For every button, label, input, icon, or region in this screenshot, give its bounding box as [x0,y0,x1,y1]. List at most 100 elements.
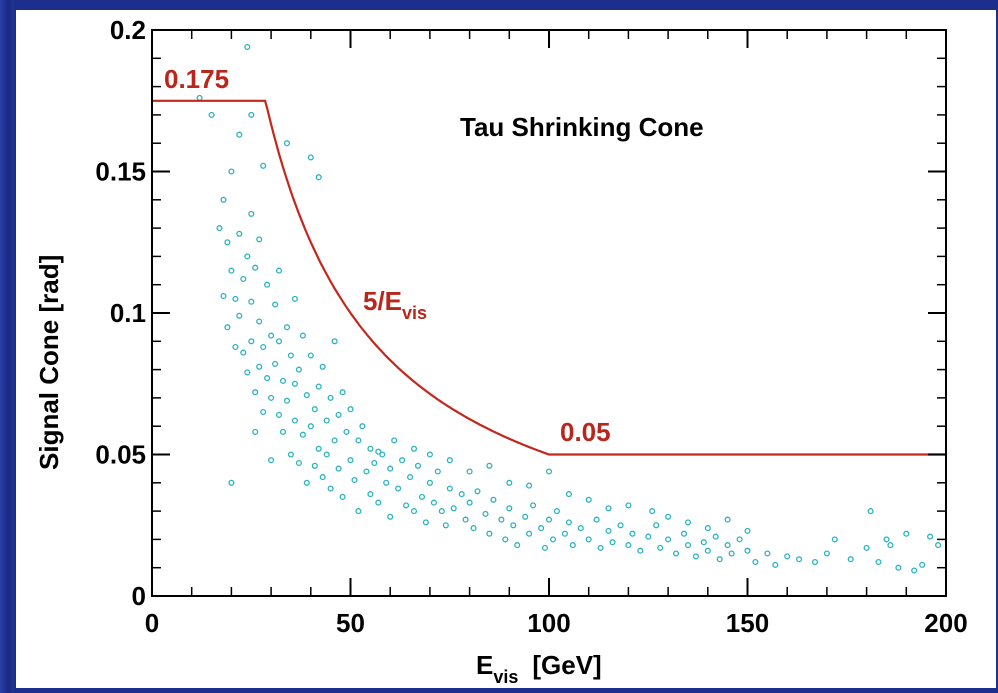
data-point [363,468,370,475]
data-point [287,352,294,359]
data-point [228,168,235,175]
data-point [367,491,374,498]
data-point [256,236,263,243]
data-point [287,451,294,458]
data-point [784,553,791,560]
data-point [303,479,310,486]
data-point [355,508,362,515]
data-point [597,544,604,551]
data-point [577,525,584,532]
data-point [387,513,394,520]
data-point [236,131,243,138]
data-point [295,459,302,467]
data-point [430,499,437,506]
data-point [561,530,568,537]
data-point [307,352,314,359]
data-point [593,516,600,523]
left-border-stripe [0,0,14,693]
data-point [498,516,505,523]
data-point [692,553,699,560]
data-point [609,539,616,546]
data-point [264,375,271,382]
data-point [248,298,255,305]
data-point [295,366,302,373]
data-point [268,457,275,464]
data-point [347,406,354,413]
data-point [375,499,382,506]
data-point [307,154,314,161]
data-point [704,547,711,554]
data-point [315,383,322,390]
data-point [617,522,624,529]
data-point [426,479,433,486]
cone-curve [152,99,946,456]
data-point [538,525,545,532]
data-point [232,343,239,351]
data-point [863,544,870,551]
data-point [522,513,529,520]
data-point [220,196,227,203]
data-point [327,485,334,492]
data-point [458,491,465,498]
data-point [355,437,362,444]
data-point [585,536,592,543]
data-point [283,397,291,404]
data-point [291,380,298,387]
data-point [466,468,473,475]
data-point [351,476,358,484]
axis-ticks: 0 50 100 150 200 0 0.05 0.1 0.15 0.2 [95,15,967,638]
data-point [307,423,314,430]
data-point [490,496,497,503]
data-point [867,508,874,515]
data-point [395,485,402,492]
data-point [811,558,819,566]
data-point [649,508,656,515]
data-point [625,502,632,509]
data-point [260,408,267,416]
data-point [327,394,334,401]
data-point [605,505,612,512]
data-point [426,451,433,458]
data-point [335,411,342,418]
data-point [883,536,890,543]
data-point [410,445,418,452]
data-point [704,525,711,532]
data-point [256,363,263,370]
data-point [545,468,553,475]
data-point [311,462,318,469]
data-point [665,536,672,543]
data-point [637,547,644,554]
data-point [565,491,572,498]
data-point [244,43,251,51]
data-point [275,411,283,418]
data-point [657,544,664,551]
data-point [716,556,723,563]
data-point [252,428,259,435]
data-point [744,527,751,534]
x-tick-label: 200 [924,608,967,638]
data-point [248,210,255,217]
data-point [359,423,366,430]
y-tick-label: 0.2 [110,15,146,45]
x-tick-label: 0 [145,608,159,638]
data-point [240,349,247,356]
data-point [323,451,330,458]
data-point [470,525,477,532]
data-point [220,292,227,300]
data-point [383,479,390,486]
data-point [895,564,902,571]
data-point [847,556,854,563]
data-point [772,561,779,568]
data-point [208,111,215,118]
data-point [466,499,473,506]
data-point [387,465,394,472]
data-point [486,530,493,537]
data-point [831,536,838,543]
data-point [450,505,457,512]
data-point [224,239,231,246]
data-point [391,437,398,444]
data-point [684,542,692,549]
y-tick-label: 0 [132,581,146,611]
data-point [482,510,489,517]
y-tick-label: 0.1 [110,298,146,328]
